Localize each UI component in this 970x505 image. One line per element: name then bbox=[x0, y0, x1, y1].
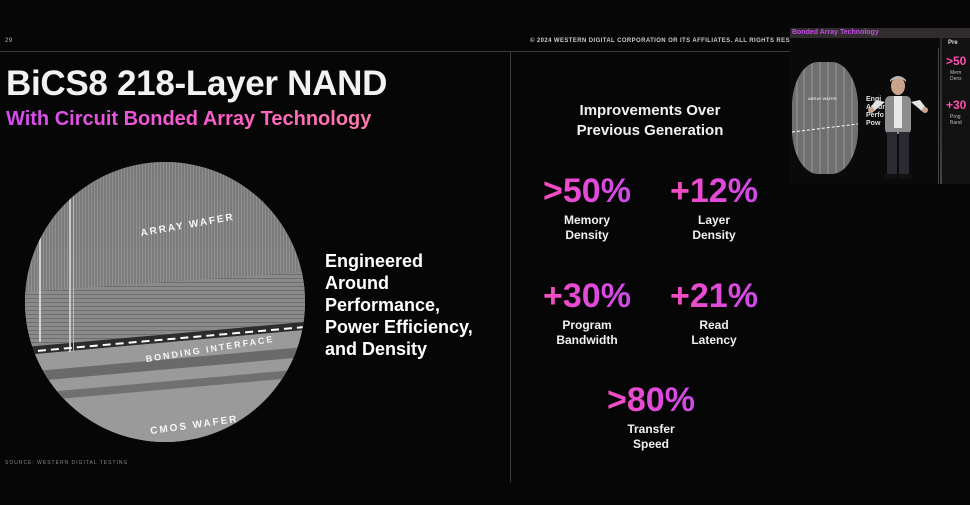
improvements-heading: Improvements Over Previous Generation bbox=[545, 101, 755, 141]
stat-value: >50% bbox=[522, 173, 652, 209]
stat-label-line: Read bbox=[699, 318, 729, 332]
stat-label-line: Layer bbox=[697, 213, 731, 227]
background-slide-title: Bonded Array Technology bbox=[792, 29, 879, 36]
background-wafer-graphic bbox=[792, 62, 858, 174]
background-heading: Pre bbox=[948, 40, 958, 46]
stat-read-latency: +21% Read Latency bbox=[649, 278, 779, 348]
stat-label: Read Latency bbox=[649, 318, 779, 348]
stat-label-line: Latency bbox=[691, 333, 737, 347]
background-stat-label: Band bbox=[950, 120, 962, 126]
background-slide-screen: ARRAY WAFER Engi Aroun Perfo Pow bbox=[790, 38, 940, 184]
engineered-line: Around bbox=[325, 273, 389, 293]
stat-label: Transfer Speed bbox=[586, 422, 716, 452]
background-stat-label: Dens bbox=[950, 76, 962, 82]
background-stat-value: >50 bbox=[946, 54, 967, 68]
stat-label: Program Bandwidth bbox=[522, 318, 652, 348]
background-wafer-image: ARRAY WAFER bbox=[792, 62, 858, 174]
stat-transfer-speed: >80% Transfer Speed bbox=[586, 382, 716, 452]
wafer-cross-section-graphic bbox=[25, 162, 305, 442]
background-stat-label: Prog bbox=[950, 114, 961, 120]
stat-value: >80% bbox=[586, 382, 716, 418]
engineered-line: Power Efficiency, bbox=[325, 317, 473, 337]
background-stat-label: Mem bbox=[950, 70, 962, 76]
stat-layer-density: +12% Layer Density bbox=[649, 173, 779, 243]
stat-label-line: Bandwidth bbox=[556, 333, 618, 347]
stat-value: +12% bbox=[649, 173, 779, 209]
engineered-line: Engineered bbox=[325, 251, 424, 271]
page-number: 29 bbox=[5, 38, 13, 44]
copyright-notice: © 2024 WESTERN DIGITAL CORPORATION OR IT… bbox=[530, 38, 813, 44]
engineered-statement: Engineered Around Performance, Power Eff… bbox=[325, 250, 505, 360]
stat-label-line: Program bbox=[562, 318, 612, 332]
background-divider bbox=[938, 48, 939, 184]
speaker-video-overlay: ARRAY WAFER Engi Aroun Perfo Pow Bonded … bbox=[790, 28, 970, 184]
stat-value: +21% bbox=[649, 278, 779, 314]
background-text-line: Engi bbox=[866, 96, 882, 103]
background-stat-value: +30 bbox=[946, 98, 967, 112]
stat-label-line: Density bbox=[565, 228, 609, 242]
heading-line: Previous Generation bbox=[576, 122, 724, 139]
stat-value: +30% bbox=[522, 278, 652, 314]
stat-label: Memory Density bbox=[522, 213, 652, 243]
speaker-figure bbox=[868, 76, 928, 179]
header-divider bbox=[0, 51, 790, 52]
wafer-micrograph-image: ARRAY WAFER BONDING INTERFACE CMOS WAFER bbox=[25, 162, 305, 442]
stat-memory-density: >50% Memory Density bbox=[522, 173, 652, 243]
background-text-line: Perfo bbox=[866, 112, 884, 119]
stat-label-line: Density bbox=[692, 228, 736, 242]
stat-program-bandwidth: +30% Program Bandwidth bbox=[522, 278, 652, 348]
background-text-line: Pow bbox=[866, 120, 881, 127]
slide-subtitle: With Circuit Bonded Array Technology bbox=[6, 108, 372, 130]
stat-label-line: Speed bbox=[632, 437, 669, 451]
column-divider bbox=[510, 52, 511, 482]
engineered-line: Performance, bbox=[325, 295, 441, 315]
background-slide-right bbox=[942, 38, 970, 184]
stat-label-line: Memory bbox=[563, 213, 610, 227]
engineered-line: and Density bbox=[325, 339, 428, 359]
slide-title: BiCS8 218-Layer NAND bbox=[6, 64, 388, 103]
source-note: SOURCE: WESTERN DIGITAL TESTING bbox=[5, 460, 129, 466]
background-wafer-label: ARRAY WAFER bbox=[808, 96, 837, 101]
stat-label: Layer Density bbox=[649, 213, 779, 243]
heading-line: Improvements Over bbox=[579, 102, 721, 119]
stat-label-line: Transfer bbox=[627, 422, 675, 436]
